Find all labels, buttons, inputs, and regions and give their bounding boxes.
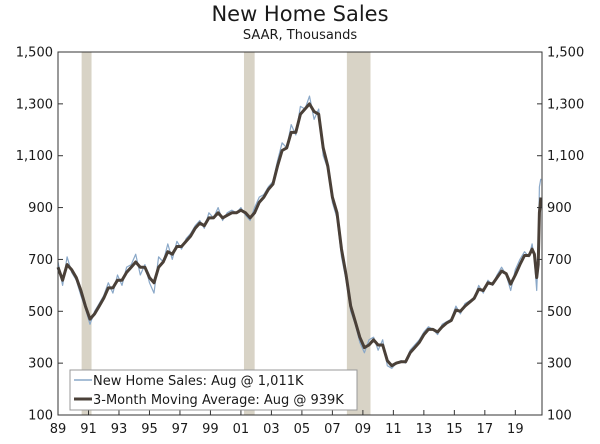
x-tick-label: 03 — [263, 422, 280, 437]
chart-subtitle: SAAR, Thousands — [242, 28, 358, 43]
x-tick-label: 15 — [446, 422, 463, 437]
y-tick-label-left: 1,300 — [16, 97, 53, 112]
recession-band-0 — [81, 52, 92, 415]
axes: 100 100 300 300 500 500 700 700 900 900 1,100 1,100… — [16, 46, 584, 438]
series-line-moving-average — [56, 102, 543, 368]
legend-label-new-home-sales: New Home Sales: Aug @ 1,011K — [93, 374, 304, 389]
y-tick-label-right: 100 — [547, 409, 572, 424]
y-tick-label-right: 1,500 — [547, 46, 584, 61]
y-tick-label-right: 700 — [547, 253, 572, 268]
y-tick-label-left: 1,500 — [16, 46, 53, 61]
series-lines — [56, 95, 543, 369]
legend: New Home Sales: Aug @ 1,011K 3-Month Mov… — [69, 369, 358, 411]
legend-box — [69, 369, 358, 411]
x-tick-label: 05 — [294, 422, 311, 437]
legend-label-moving-average: 3-Month Moving Average: Aug @ 939K — [93, 393, 344, 408]
y-tick-label-left: 500 — [28, 305, 53, 320]
y-tick-label-left: 700 — [28, 253, 53, 268]
y-tick-label-right: 1,300 — [547, 97, 584, 112]
x-tick-label: 11 — [385, 422, 402, 437]
y-tick-label-left: 100 — [28, 409, 53, 424]
plot-area-frame — [57, 51, 543, 416]
x-tick-label: 01 — [233, 422, 250, 437]
y-tick-label-right: 900 — [547, 201, 572, 216]
x-tick-label: 97 — [172, 422, 189, 437]
recession-bands — [81, 52, 371, 415]
y-tick-label-left: 900 — [28, 201, 53, 216]
y-tick-label-right: 300 — [547, 357, 572, 372]
y-tick-label-left: 300 — [28, 357, 53, 372]
x-tick-label: 07 — [324, 422, 341, 437]
x-tick-label: 91 — [80, 422, 97, 437]
y-tick-label-right: 500 — [547, 305, 572, 320]
chart-title: New Home Sales — [211, 2, 389, 26]
x-tick-label: 19 — [507, 422, 524, 437]
x-tick-label: 89 — [50, 422, 67, 437]
x-tick-label: 09 — [355, 422, 372, 437]
recession-band-2 — [346, 52, 371, 415]
x-tick-label: 99 — [202, 422, 219, 437]
x-tick-label: 93 — [111, 422, 128, 437]
x-tick-label: 95 — [141, 422, 158, 437]
x-tick-label: 17 — [477, 422, 494, 437]
recession-band-1 — [243, 52, 255, 415]
y-tick-label-left: 1,100 — [16, 149, 53, 164]
x-tick-label: 13 — [416, 422, 433, 437]
y-tick-label-right: 1,100 — [547, 149, 584, 164]
series-line-new-home-sales — [57, 95, 542, 369]
